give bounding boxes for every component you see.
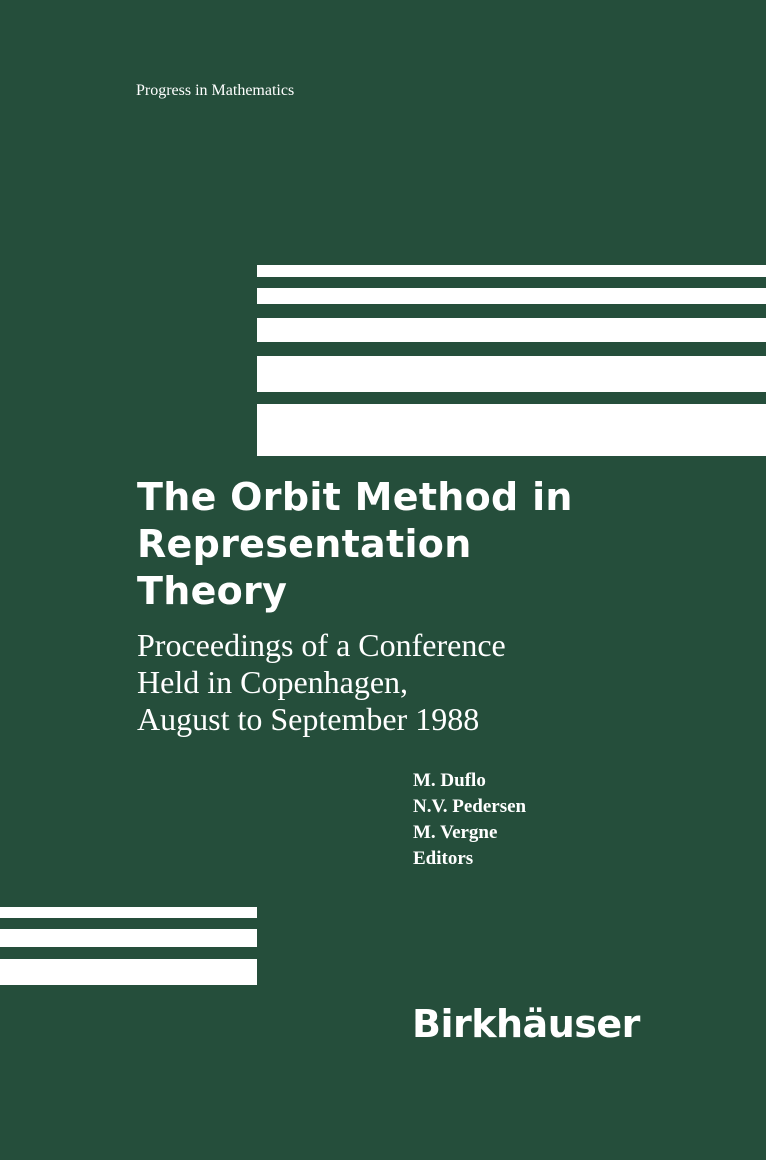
editors: M. Duflo N.V. Pedersen M. Vergne Editors	[413, 768, 526, 872]
editor-name: M. Vergne	[413, 822, 498, 843]
stripe	[257, 356, 766, 392]
subtitle-line: Held in Copenhagen,	[137, 664, 409, 700]
stripe	[257, 318, 766, 342]
editor-name: N.V. Pedersen	[413, 796, 527, 817]
stripe	[0, 907, 257, 918]
editors-label: Editors	[413, 848, 474, 869]
title-line: Representation	[137, 522, 472, 566]
stripe	[257, 288, 766, 304]
title-line: Theory	[137, 569, 288, 613]
stripe	[257, 404, 766, 456]
book-title: The Orbit Method in Representation Theor…	[137, 474, 573, 615]
title-line: The Orbit Method in	[137, 475, 573, 519]
stripe	[0, 959, 257, 985]
subtitle-line: Proceedings of a Conference	[137, 627, 506, 663]
editor-name: M. Duflo	[413, 770, 486, 791]
publisher-logo: Birkhäuser	[412, 1002, 640, 1046]
stripe	[257, 265, 766, 277]
series-name: Progress in Mathematics	[136, 82, 295, 99]
subtitle-line: August to September 1988	[137, 701, 480, 737]
stripe	[0, 929, 257, 947]
book-subtitle: Proceedings of a Conference Held in Cope…	[137, 627, 506, 738]
